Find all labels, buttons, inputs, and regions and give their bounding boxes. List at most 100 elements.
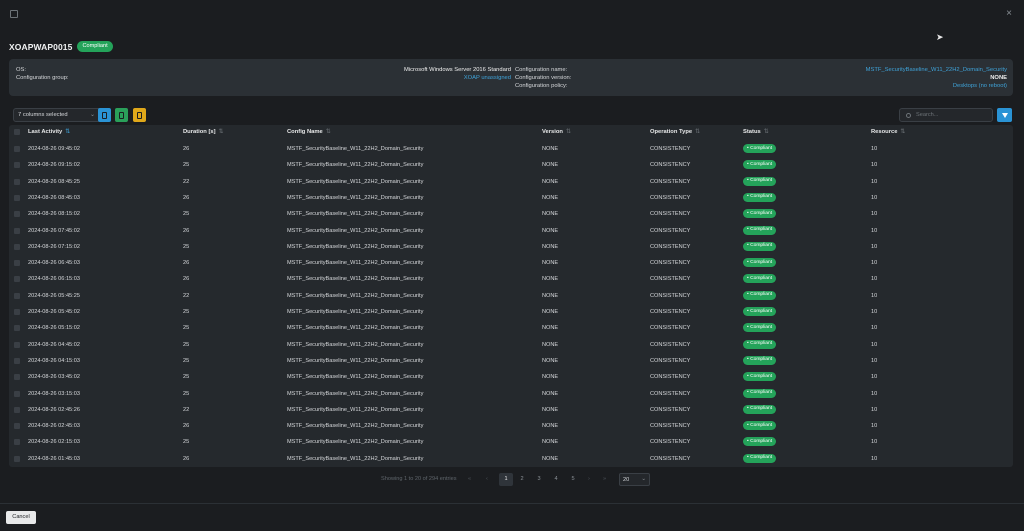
column-header-resource[interactable]: Resource ⇅ <box>871 129 905 135</box>
row-checkbox[interactable] <box>14 309 20 315</box>
sort-icon: ⇅ <box>763 129 769 135</box>
status-badge: • Compliant <box>743 437 777 447</box>
status-badge: • Compliant <box>743 372 777 382</box>
row-checkbox[interactable] <box>14 390 20 397</box>
column-header-last-activity[interactable]: Last Activity ⇅ <box>28 129 70 135</box>
cell-operation-type: CONSISTENCY <box>650 309 691 315</box>
cell-operation-type: CONSISTENCY <box>650 276 691 283</box>
row-checkbox[interactable] <box>14 374 20 381</box>
configuration-policy-link[interactable]: Desktops (no reboot) <box>952 83 1007 89</box>
table-row[interactable]: 2024-08-26 05:45:25 22 MSTF_SecurityBaseli… <box>9 288 1013 304</box>
export-excel-button[interactable] <box>115 108 128 122</box>
row-checkbox[interactable] <box>14 146 20 152</box>
row-checkbox[interactable] <box>14 276 20 283</box>
row-checkbox[interactable] <box>14 423 20 430</box>
page-2-button[interactable]: 2 <box>520 476 524 482</box>
row-checkbox[interactable] <box>14 194 20 201</box>
table-row[interactable]: 2024-08-26 02:45:26 22 MSTF_SecurityBaseli… <box>9 402 1013 418</box>
row-checkbox[interactable] <box>14 243 20 250</box>
table-row[interactable]: 2024-08-26 08:45:25 22 MSTF_SecurityBaseli… <box>9 174 1013 190</box>
page-3-button[interactable]: 3 <box>537 476 541 482</box>
cell-resource: 10 <box>871 374 878 381</box>
cell-resource: 10 <box>871 146 878 152</box>
column-header-version[interactable]: Version ⇅ <box>542 129 571 135</box>
cell-config-name: MSTF_SecurityBaseline_W11_22H2_Domain_Se… <box>287 357 424 364</box>
column-header-config-name[interactable]: Config Name ⇅ <box>287 129 331 135</box>
table-row[interactable]: 2024-08-26 04:45:02 25 MSTF_SecurityBaseli… <box>9 337 1013 353</box>
page-1-button[interactable]: 1 <box>499 473 513 486</box>
row-checkbox[interactable] <box>14 325 20 332</box>
table-row[interactable]: 2024-08-26 08:15:02 25 MSTF_SecurityBaseli… <box>9 206 1013 222</box>
cell-duration: 26 <box>183 227 190 234</box>
export-pdf-button[interactable] <box>133 108 146 122</box>
first-page-button[interactable]: « <box>468 476 472 482</box>
configuration-policy-label: Configuration policy: <box>515 83 568 89</box>
cell-last-activity: 2024-08-26 06:15:03 <box>28 276 80 283</box>
table-row[interactable]: 2024-08-26 04:15:03 25 MSTF_SecurityBaseli… <box>9 353 1013 369</box>
page-4-button[interactable]: 4 <box>554 476 558 482</box>
row-checkbox[interactable] <box>14 178 20 185</box>
table-row[interactable]: 2024-08-26 06:45:03 26 MSTF_SecurityBaseli… <box>9 255 1013 271</box>
cell-duration: 25 <box>183 390 190 397</box>
table-row[interactable]: 2024-08-26 08:45:03 26 MSTF_SecurityBaseli… <box>9 190 1013 206</box>
export-csv-button[interactable] <box>98 108 111 122</box>
cell-config-name: MSTF_SecurityBaseline_W11_22H2_Domain_Se… <box>287 390 424 397</box>
table-row[interactable]: 2024-08-26 01:45:03 26 MSTF_SecurityBaseli… <box>9 451 1013 467</box>
configuration-group-link[interactable]: XOAP unassigned <box>463 75 511 81</box>
table-row[interactable]: 2024-08-26 05:45:02 25 MSTF_SecurityBaseli… <box>9 304 1013 320</box>
search-input[interactable]: Search... <box>899 108 993 122</box>
row-checkbox[interactable] <box>14 455 20 462</box>
filter-button[interactable] <box>997 108 1012 122</box>
row-checkbox[interactable] <box>14 292 20 299</box>
row-checkbox[interactable] <box>14 357 20 364</box>
table-row[interactable]: 2024-08-26 02:45:03 26 MSTF_SecurityBaseli… <box>9 418 1013 434</box>
cell-last-activity: 2024-08-26 07:45:02 <box>28 227 80 234</box>
cell-resource: 10 <box>871 243 878 250</box>
select-all-checkbox[interactable] <box>14 129 20 135</box>
column-label: Config Name <box>287 129 323 135</box>
next-page-button[interactable]: › <box>588 476 590 482</box>
cell-version: NONE <box>542 243 559 250</box>
row-checkbox[interactable] <box>14 211 20 218</box>
page-5-button[interactable]: 5 <box>571 476 575 482</box>
expand-icon[interactable] <box>10 10 18 18</box>
row-checkbox[interactable] <box>14 162 20 169</box>
previous-page-button[interactable]: ‹ <box>486 476 488 482</box>
row-checkbox[interactable] <box>14 260 20 267</box>
last-page-button[interactable]: » <box>603 476 607 482</box>
row-checkbox[interactable] <box>14 227 20 234</box>
cancel-button[interactable]: Cancel <box>6 511 36 524</box>
cell-version: NONE <box>542 455 559 462</box>
document-icon <box>102 111 107 119</box>
cell-operation-type: CONSISTENCY <box>650 439 691 446</box>
cell-version: NONE <box>542 227 559 234</box>
table-row[interactable]: 2024-08-26 03:15:03 25 MSTF_SecurityBaseli… <box>9 386 1013 402</box>
table-toolbar: 7 columns selected ⌄ Search... <box>9 107 1013 123</box>
table-row[interactable]: 2024-08-26 03:45:02 25 MSTF_SecurityBaseli… <box>9 369 1013 385</box>
close-icon[interactable]: × <box>1006 8 1012 19</box>
cell-duration: 25 <box>183 341 190 348</box>
page-size-select[interactable]: 20 ⌄ <box>619 473 650 486</box>
table-row[interactable]: 2024-08-26 07:15:02 25 MSTF_SecurityBaseli… <box>9 239 1013 255</box>
status-badge: • Compliant <box>743 225 777 235</box>
row-checkbox[interactable] <box>14 406 20 413</box>
table-row[interactable]: 2024-08-26 09:45:02 26 MSTF_SecurityBaseli… <box>9 141 1013 157</box>
table-header: Last Activity ⇅ Duration [s] ⇅ Config Name… <box>9 125 1013 139</box>
row-checkbox[interactable] <box>14 439 20 446</box>
page-title: XOAPWAP0015 <box>9 41 73 52</box>
table-row[interactable]: 2024-08-26 09:15:02 25 MSTF_SecurityBaseli… <box>9 157 1013 173</box>
column-header-operation-type[interactable]: Operation Type ⇅ <box>650 129 700 135</box>
table-row[interactable]: 2024-08-26 02:15:03 25 MSTF_SecurityBaseli… <box>9 434 1013 450</box>
configuration-version-label: Configuration version: <box>515 75 572 81</box>
cell-operation-type: CONSISTENCY <box>650 260 691 267</box>
table-row[interactable]: 2024-08-26 06:15:03 26 MSTF_SecurityBaseli… <box>9 271 1013 287</box>
column-header-status[interactable]: Status ⇅ <box>743 129 769 135</box>
cell-duration: 25 <box>183 357 190 364</box>
columns-select[interactable]: 7 columns selected ⌄ <box>13 108 101 122</box>
cell-version: NONE <box>542 325 559 332</box>
table-row[interactable]: 2024-08-26 07:45:02 26 MSTF_SecurityBaseli… <box>9 223 1013 239</box>
configuration-name-link[interactable]: MSTF_SecurityBaseline_W11_22H2_Domain_Se… <box>865 67 1007 73</box>
column-header-duration[interactable]: Duration [s] ⇅ <box>183 129 223 135</box>
row-checkbox[interactable] <box>14 341 20 348</box>
table-row[interactable]: 2024-08-26 05:15:02 25 MSTF_SecurityBaseli… <box>9 320 1013 336</box>
